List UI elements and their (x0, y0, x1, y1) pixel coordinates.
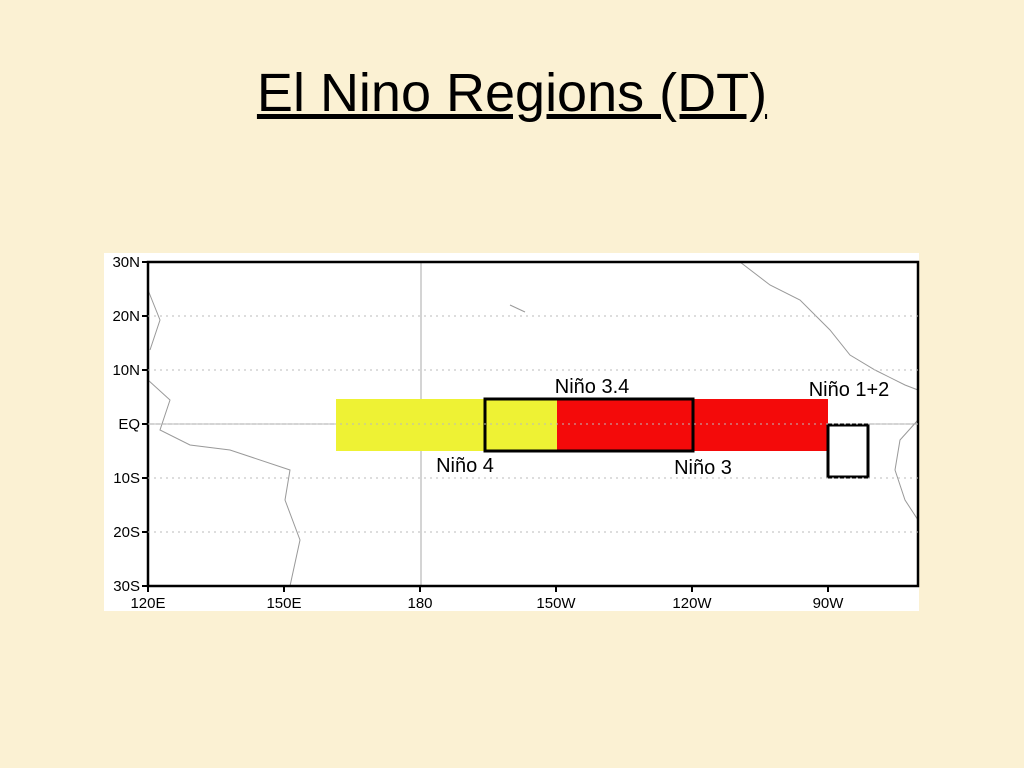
slide-title: El Nino Regions (DT) (256, 63, 768, 123)
nino4-box (336, 399, 557, 451)
lat-label: 30N (112, 254, 140, 271)
lon-label: 180 (407, 595, 432, 612)
lat-label: 30S (113, 578, 140, 595)
nino34-box (483, 397, 695, 453)
lon-label: 120E (130, 595, 165, 612)
lat-label: 10S (113, 470, 140, 487)
lat-label: 10N (112, 362, 140, 379)
region-label: Niño 4 (436, 455, 494, 477)
lat-label: 20N (112, 308, 140, 325)
region-label: Niño 1+2 (809, 379, 890, 401)
region-label: Niño 3 (674, 457, 732, 479)
lon-label: 90W (813, 595, 845, 612)
region-label: Niño 3.4 (555, 376, 630, 398)
nino12-box (826, 423, 870, 479)
lon-label: 150W (536, 595, 576, 612)
lon-label: 120W (672, 595, 712, 612)
coastlines (147, 261, 919, 587)
lat-label: 20S (113, 524, 140, 541)
lon-label: 150E (266, 595, 301, 612)
lat-label: EQ (118, 416, 140, 433)
